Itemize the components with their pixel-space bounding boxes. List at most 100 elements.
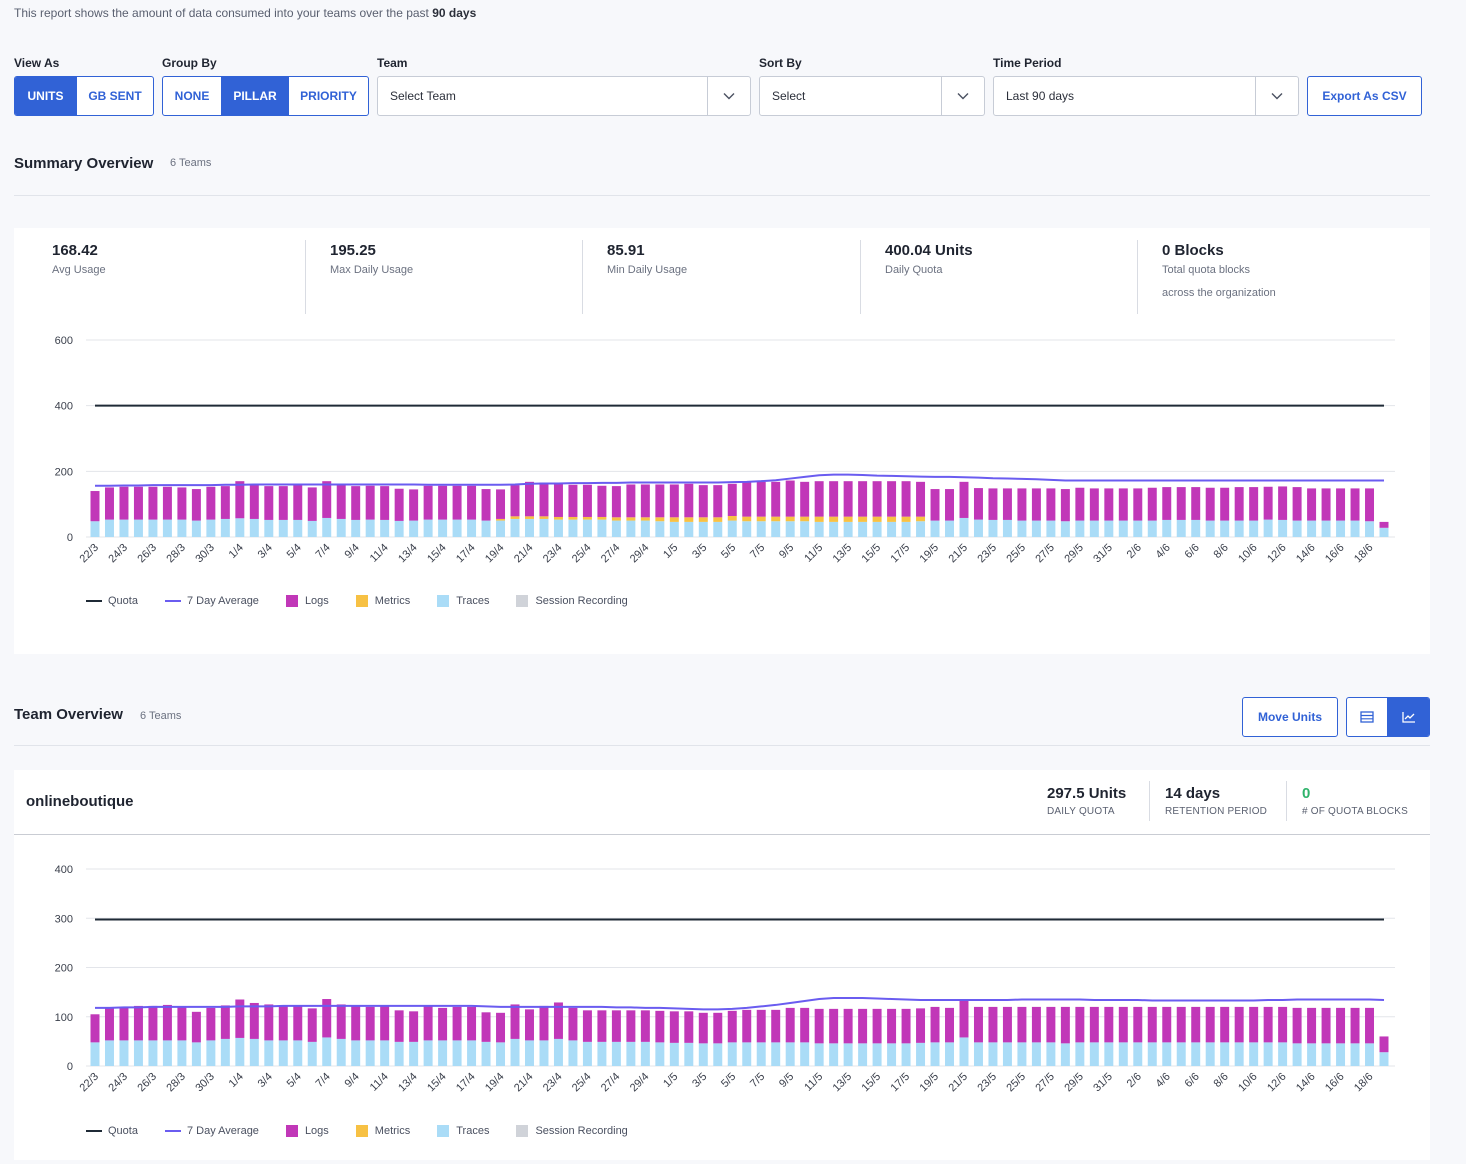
- bar-segment-metrics: [771, 516, 781, 522]
- bar-segment-traces: [133, 1040, 143, 1066]
- bar-segment-traces: [756, 1042, 766, 1066]
- bar-segment-logs: [380, 486, 390, 520]
- bar-segment-logs: [496, 489, 506, 519]
- bar-segment-traces: [988, 519, 998, 537]
- bar-segment-traces: [467, 519, 477, 537]
- bar-segment-traces: [916, 1042, 926, 1066]
- bar-segment-logs: [191, 489, 201, 521]
- bar-segment-traces: [1176, 519, 1186, 537]
- legend-item-traces[interactable]: Traces: [437, 1125, 489, 1137]
- x-tick-label: 6/6: [1183, 542, 1202, 561]
- bar-segment-logs: [467, 1006, 477, 1041]
- bar-segment-traces: [1002, 519, 1012, 537]
- team-select[interactable]: Select Team: [377, 76, 751, 116]
- bar-segment-traces: [1191, 1042, 1201, 1066]
- move-units-button[interactable]: Move Units: [1242, 697, 1338, 737]
- bar-segment-traces: [1060, 521, 1070, 537]
- x-tick-label: 5/5: [719, 1071, 738, 1090]
- x-tick-label: 17/4: [454, 542, 478, 566]
- bar-segment-logs: [90, 1014, 100, 1043]
- bar-segment-traces: [814, 521, 824, 537]
- bar-segment-logs: [1104, 488, 1114, 521]
- bar-segment-logs: [669, 1011, 679, 1043]
- bar-segment-logs: [1104, 1006, 1114, 1043]
- x-tick-label: 25/4: [570, 542, 594, 566]
- x-tick-label: 21/5: [946, 1071, 970, 1095]
- bar-segment-logs: [191, 1011, 201, 1043]
- bar-segment-logs: [104, 487, 114, 520]
- legend-item-metrics[interactable]: Metrics: [355, 1125, 410, 1137]
- bar-segment-traces: [611, 1041, 621, 1066]
- bar-segment-logs: [872, 1008, 882, 1044]
- bar-segment-traces: [1249, 520, 1259, 537]
- bar-segment-traces: [684, 1042, 694, 1066]
- team-name[interactable]: onlineboutique: [26, 793, 134, 810]
- bar-segment-traces: [278, 1040, 288, 1066]
- legend-item-quota[interactable]: Quota: [86, 1125, 138, 1137]
- bar-segment-logs: [785, 1007, 795, 1043]
- bar-segment-traces: [539, 1040, 549, 1066]
- legend-item-metrics[interactable]: Metrics: [355, 595, 410, 607]
- bar-segment-traces: [510, 518, 520, 537]
- bar-segment-traces: [930, 520, 940, 537]
- chevron-down-icon[interactable]: [941, 77, 984, 115]
- view-as-units-button[interactable]: UNITS: [15, 77, 77, 115]
- bar-segment-logs: [626, 484, 636, 518]
- bar-segment-logs: [640, 1010, 650, 1042]
- bar-segment-logs: [756, 1009, 766, 1043]
- legend-item-session-recording[interactable]: Session Recording: [516, 595, 628, 607]
- group-by-priority-button[interactable]: PRIORITY: [300, 89, 357, 103]
- bar-segment-logs: [336, 1004, 346, 1039]
- bar-segment-logs: [814, 481, 824, 517]
- x-tick-label: 26/3: [135, 1071, 159, 1095]
- bar-segment-logs: [1017, 488, 1027, 521]
- bar-segment-traces: [1133, 520, 1143, 537]
- bar-segment-metrics: [626, 517, 636, 521]
- bar-segment-metrics: [887, 516, 897, 522]
- stat-label: Daily Quota: [885, 264, 943, 276]
- legend-swatch-icon: [516, 1125, 529, 1137]
- legend-item-logs[interactable]: Logs: [285, 1125, 329, 1137]
- legend-item-7-day-average[interactable]: 7 Day Average: [164, 595, 259, 607]
- bar-segment-metrics: [742, 516, 752, 522]
- group-by-none-button[interactable]: NONE: [163, 77, 222, 115]
- bar-segment-traces: [843, 521, 853, 537]
- bar-segment-logs: [698, 1012, 708, 1044]
- bar-segment-traces: [1162, 1042, 1172, 1066]
- chevron-down-icon[interactable]: [1255, 77, 1298, 115]
- bar-segment-traces: [1017, 520, 1027, 537]
- x-tick-label: 17/5: [889, 1071, 913, 1095]
- bar-segment-traces: [191, 1042, 201, 1066]
- sort-by-select[interactable]: Select: [759, 76, 985, 116]
- bar-segment-traces: [1350, 1043, 1360, 1066]
- bar-segment-logs: [568, 1007, 578, 1041]
- view-as-gb-sent-button[interactable]: GB SENT: [88, 89, 142, 103]
- bar-segment-traces: [1075, 1042, 1085, 1066]
- bar-segment-traces: [901, 521, 911, 537]
- legend-line-icon: [86, 1130, 102, 1132]
- x-tick-label: 11/5: [802, 1071, 825, 1094]
- legend-label: Logs: [304, 1125, 329, 1137]
- legend-swatch-icon: [437, 595, 450, 607]
- legend-item-traces[interactable]: Traces: [437, 595, 489, 607]
- legend-item-logs[interactable]: Logs: [285, 595, 329, 607]
- x-tick-label: 28/3: [164, 542, 188, 566]
- chart-view-icon[interactable]: [1388, 698, 1429, 736]
- bar-segment-logs: [1118, 1006, 1128, 1043]
- time-period-select[interactable]: Last 90 days: [993, 76, 1299, 116]
- x-tick-label: 16/6: [1323, 1071, 1347, 1095]
- bar-segment-traces: [162, 519, 172, 537]
- legend-item-session-recording[interactable]: Session Recording: [516, 1125, 628, 1137]
- group-by-pillar-button[interactable]: PILLAR: [222, 77, 289, 115]
- table-view-icon[interactable]: [1347, 698, 1389, 736]
- legend-item-quota[interactable]: Quota: [86, 595, 138, 607]
- bar-segment-logs: [916, 481, 926, 517]
- legend-item-7-day-average[interactable]: 7 Day Average: [164, 1125, 259, 1137]
- bar-segment-logs: [727, 483, 737, 516]
- bar-segment-traces: [1089, 520, 1099, 537]
- bar-segment-logs: [1002, 488, 1012, 520]
- export-csv-button[interactable]: Export As CSV: [1307, 76, 1422, 116]
- x-tick-label: 31/5: [1091, 542, 1115, 566]
- chevron-down-icon[interactable]: [707, 77, 750, 115]
- bar-segment-traces: [104, 519, 114, 537]
